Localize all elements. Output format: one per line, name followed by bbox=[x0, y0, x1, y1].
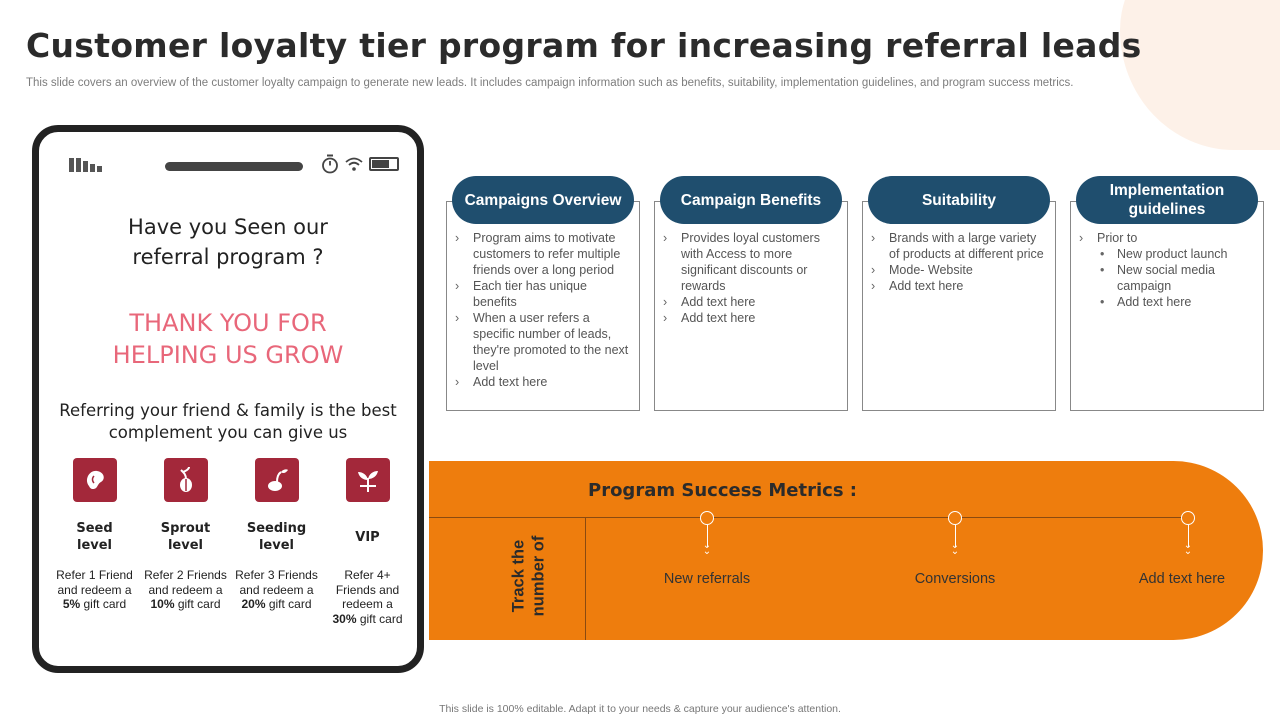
list-item: › Add text here bbox=[455, 375, 548, 389]
tier-name: VIP bbox=[355, 529, 380, 545]
list-item: › Add text here bbox=[663, 295, 756, 309]
program-success-metrics: Program Success Metrics : Track the numbe… bbox=[429, 461, 1263, 640]
connector bbox=[955, 525, 956, 547]
card-bullet-list: › Prior to • New product launch • New socia… bbox=[1079, 230, 1257, 310]
phone-status-bar bbox=[63, 152, 399, 174]
list-item: › Program aims to motivate customers to r… bbox=[455, 231, 621, 277]
tier-description: Refer 4+ Friends and redeem a 30% gift ca… bbox=[332, 568, 403, 626]
connector bbox=[1188, 525, 1189, 547]
footer-note: This slide is 100% editable. Adapt it to… bbox=[439, 703, 841, 715]
chevron-down-icon: ⌄ ⌄ bbox=[1183, 540, 1193, 557]
metric-label: New referrals bbox=[663, 571, 751, 587]
metrics-title: Program Success Metrics : bbox=[588, 480, 858, 501]
chevron-down-icon: ⌄ ⌄ bbox=[702, 540, 712, 557]
list-item: • Add text here bbox=[1100, 295, 1192, 309]
stopwatch-icon bbox=[322, 154, 338, 174]
seedling-icon bbox=[254, 458, 299, 502]
card-implementation-guidelines: › Prior to • New product launch • New socia… bbox=[1070, 201, 1264, 411]
card-campaigns-overview: › Program aims to motivate customers to r… bbox=[446, 201, 640, 411]
tier-name: Seed level bbox=[76, 521, 113, 553]
tier-vip: VIP Refer 4+ Friends and redeem a 30% gif… bbox=[322, 458, 413, 626]
page-title: Customer loyalty tier program for increa… bbox=[26, 26, 1142, 65]
tier-description: Refer 1 Friend and redeem a 5% gift card bbox=[56, 568, 133, 611]
phone-mockup: Have you Seen our referral program ? THA… bbox=[32, 125, 424, 673]
card-title-implementation-guidelines: Implementation guidelines bbox=[1076, 176, 1258, 224]
battery-icon bbox=[369, 157, 399, 171]
decorative-blob bbox=[1120, 0, 1280, 150]
timeline-node-icon bbox=[1181, 511, 1195, 525]
list-item: • New product launch bbox=[1100, 247, 1228, 261]
tier-seeding: Seeding level Refer 3 Friends and redeem … bbox=[231, 458, 322, 626]
tier-name: Sprout level bbox=[160, 521, 211, 553]
card-title-suitability: Suitability bbox=[868, 176, 1050, 224]
seed-icon bbox=[72, 458, 117, 502]
list-item: • New social media campaign bbox=[1100, 263, 1215, 293]
chevron-down-icon: ⌄ ⌄ bbox=[950, 540, 960, 557]
sprout-icon bbox=[163, 458, 208, 502]
divider bbox=[429, 517, 1189, 518]
card-bullet-list: › Provides loyal customers with Access to… bbox=[663, 230, 841, 326]
card-title-campaigns-overview: Campaigns Overview bbox=[452, 176, 634, 224]
plant-icon bbox=[345, 458, 390, 502]
list-item: › Provides loyal customers with Access to… bbox=[663, 231, 820, 293]
phone-heading: Have you Seen our referral program ? bbox=[128, 215, 328, 269]
thank-you-message: THANK YOU FOR HELPING US GROW bbox=[112, 309, 344, 369]
card-bullet-list: › Brands with a large variety of products… bbox=[871, 230, 1049, 294]
tier-description: Refer 3 Friends and redeem a 20% gift car… bbox=[235, 568, 318, 611]
tier-sprout: Sprout level Refer 2 Friends and redeem a… bbox=[140, 458, 231, 626]
list-item: › Add text here bbox=[871, 279, 964, 293]
tier-description: Refer 2 Friends and redeem a 10% gift car… bbox=[144, 568, 227, 611]
connector bbox=[707, 525, 708, 547]
signal-icon bbox=[69, 158, 102, 172]
phone-tagline: Referring your friend & family is the be… bbox=[59, 401, 397, 442]
wifi-icon bbox=[345, 157, 363, 171]
metric-label: Add text here bbox=[1138, 571, 1226, 587]
tier-seed: Seed level Refer 1 Friend and redeem a 5% … bbox=[49, 458, 140, 626]
page-subtitle: This slide covers an overview of the cus… bbox=[26, 77, 1074, 89]
list-item: › Brands with a large variety of products… bbox=[871, 231, 1044, 261]
card-bullet-list: › Program aims to motivate customers to r… bbox=[455, 230, 633, 390]
track-label: Track the number of bbox=[508, 535, 547, 617]
card-campaign-benefits: › Provides loyal customers with Access to… bbox=[654, 201, 848, 411]
timeline-node-icon bbox=[948, 511, 962, 525]
phone-speaker bbox=[165, 162, 303, 171]
list-item: › Mode- Website bbox=[871, 263, 973, 277]
divider bbox=[585, 517, 586, 640]
tier-list: Seed level Refer 1 Friend and redeem a 5% … bbox=[49, 458, 413, 626]
list-item: › When a user refers a specific number of… bbox=[455, 311, 629, 373]
metric-label: Conversions bbox=[914, 571, 996, 587]
card-suitability: › Brands with a large variety of products… bbox=[862, 201, 1056, 411]
list-item: › Add text here bbox=[663, 311, 756, 325]
card-title-campaign-benefits: Campaign Benefits bbox=[660, 176, 842, 224]
tier-name: Seeding level bbox=[246, 521, 307, 553]
list-item: › Each tier has unique benefits bbox=[455, 279, 587, 309]
timeline-node-icon bbox=[700, 511, 714, 525]
list-item: › Prior to bbox=[1079, 231, 1138, 245]
